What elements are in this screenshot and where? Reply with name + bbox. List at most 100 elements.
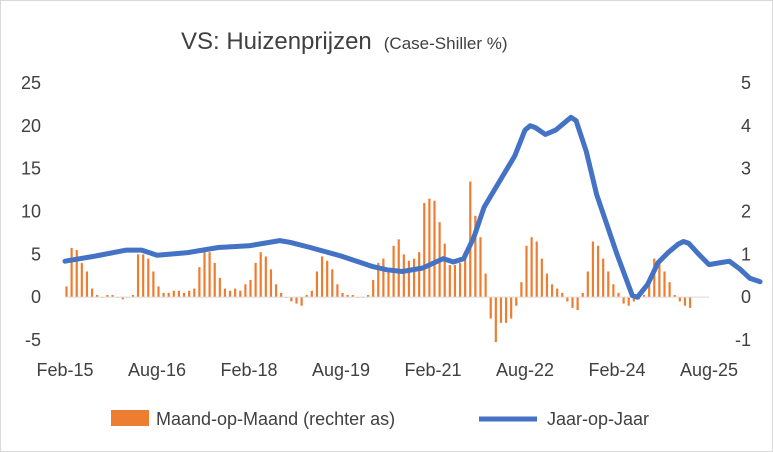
left-tick-label: 25 <box>21 73 41 93</box>
bar-mom <box>157 286 160 298</box>
bar-mom <box>269 269 273 298</box>
bar-mom <box>607 271 610 298</box>
bar-mom <box>65 286 68 298</box>
bar-mom <box>162 292 165 298</box>
bar-mom <box>407 260 411 298</box>
right-tick-label: 5 <box>741 73 751 93</box>
bar-mom <box>576 297 579 311</box>
bar-mom <box>228 290 232 298</box>
bar-mom <box>515 297 518 306</box>
bar-mom <box>377 262 380 298</box>
bar-mom <box>540 258 543 298</box>
bar-mom <box>688 297 692 308</box>
bar-mom <box>366 295 370 298</box>
bar-mom <box>561 292 564 298</box>
bar-mom <box>239 290 242 298</box>
bar-mom <box>530 237 533 298</box>
bar-mom <box>111 295 114 298</box>
bar-mom <box>586 271 589 298</box>
bar-mom <box>581 292 584 298</box>
bar-mom <box>172 290 175 298</box>
legend-label-yoy: Jaar-op-Jaar <box>547 409 649 429</box>
bar-mom <box>274 284 278 298</box>
bar-mom <box>453 265 457 298</box>
bar-mom <box>310 290 313 298</box>
bar-mom <box>464 258 467 298</box>
bar-mom <box>397 239 400 298</box>
bar-mom <box>208 252 211 298</box>
x-tick-label: Aug-25 <box>680 360 738 380</box>
left-tick-label: 15 <box>21 159 41 179</box>
bar-mom <box>668 282 671 298</box>
bar-mom <box>510 297 513 319</box>
bar-mom <box>535 241 538 298</box>
bar-mom <box>622 297 625 304</box>
bar-mom <box>484 273 487 298</box>
bar-mom <box>142 254 145 298</box>
left-tick-label: 10 <box>21 202 41 222</box>
left-tick-label: 0 <box>31 287 41 307</box>
bar-mom <box>326 260 329 298</box>
bar-mom <box>382 258 385 298</box>
bar-mom <box>300 297 303 306</box>
bar-mom <box>295 297 298 304</box>
x-tick-label: Feb-21 <box>404 360 461 380</box>
bar-mom <box>627 297 630 306</box>
left-axis: 25 20 15 10 5 0 -5 <box>21 73 41 350</box>
x-tick-label: Feb-18 <box>220 360 277 380</box>
bar-mom <box>474 215 477 298</box>
x-tick-label: Aug-19 <box>312 360 370 380</box>
right-tick-label: 2 <box>741 202 751 222</box>
bar-mom <box>264 256 267 298</box>
bar-mom <box>494 297 497 343</box>
bar-mom <box>177 290 181 298</box>
bar-mom <box>188 290 191 298</box>
bar-mom <box>244 284 247 298</box>
bar-mom <box>499 297 503 323</box>
bar-mom <box>673 295 676 298</box>
bar-mom <box>70 247 73 298</box>
left-tick-label: 5 <box>31 244 41 264</box>
bar-mom <box>412 258 416 298</box>
bar-mom <box>602 258 605 298</box>
bar-mom <box>351 295 354 298</box>
bar-mom <box>305 295 308 298</box>
right-axis: 5 4 3 2 1 0 -1 <box>735 73 751 350</box>
bar-mom <box>423 202 426 298</box>
bar-mom <box>387 271 390 298</box>
bar-mom <box>290 297 293 302</box>
bar-mom <box>336 284 339 298</box>
bar-mom <box>433 200 436 298</box>
bar-mom <box>591 241 595 298</box>
bar-mom <box>218 277 221 298</box>
right-tick-label: 0 <box>741 287 751 307</box>
bar-mom <box>136 254 140 298</box>
bar-mom <box>658 262 661 298</box>
bar-mom <box>372 280 375 298</box>
bar-mom <box>596 245 600 298</box>
bar-mom <box>131 295 135 298</box>
bar-mom <box>249 280 252 298</box>
bar-mom <box>479 237 482 298</box>
bar-mom <box>458 262 462 298</box>
bar-mom <box>80 262 83 298</box>
x-tick-label: Feb-15 <box>36 360 93 380</box>
bar-mom <box>223 288 227 298</box>
right-tick-label: 3 <box>741 159 751 179</box>
x-tick-label: Aug-22 <box>496 360 554 380</box>
legend: Maand-op-Maand (rechter as) Jaar-op-Jaar <box>111 409 649 429</box>
bar-mom <box>648 277 651 298</box>
right-tick-label: -1 <box>735 330 751 350</box>
bar-mom <box>556 288 559 298</box>
yoy-line-series <box>62 114 763 300</box>
bar-mom <box>545 273 549 298</box>
bar-mom <box>653 258 656 298</box>
bar-mom <box>320 256 324 298</box>
left-tick-label: -5 <box>25 330 41 350</box>
right-tick-label: 4 <box>741 116 751 136</box>
bar-mom <box>617 292 620 298</box>
legend-swatch-mom <box>111 410 149 426</box>
bar-mom <box>213 262 216 298</box>
